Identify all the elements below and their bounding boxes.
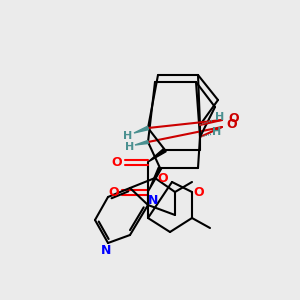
Text: H: H [123, 131, 133, 141]
Polygon shape [134, 126, 148, 133]
Text: H: H [215, 112, 225, 122]
Text: O: O [112, 155, 122, 169]
Text: O: O [226, 118, 237, 131]
Text: O: O [194, 185, 204, 199]
Text: O: O [158, 172, 168, 184]
Text: O: O [109, 185, 119, 199]
Polygon shape [148, 148, 166, 162]
Text: H: H [125, 142, 135, 152]
Text: O: O [228, 112, 238, 124]
Text: N: N [148, 194, 158, 206]
Polygon shape [148, 167, 162, 192]
Polygon shape [135, 140, 148, 145]
Text: H: H [212, 127, 222, 137]
Text: N: N [101, 244, 111, 256]
